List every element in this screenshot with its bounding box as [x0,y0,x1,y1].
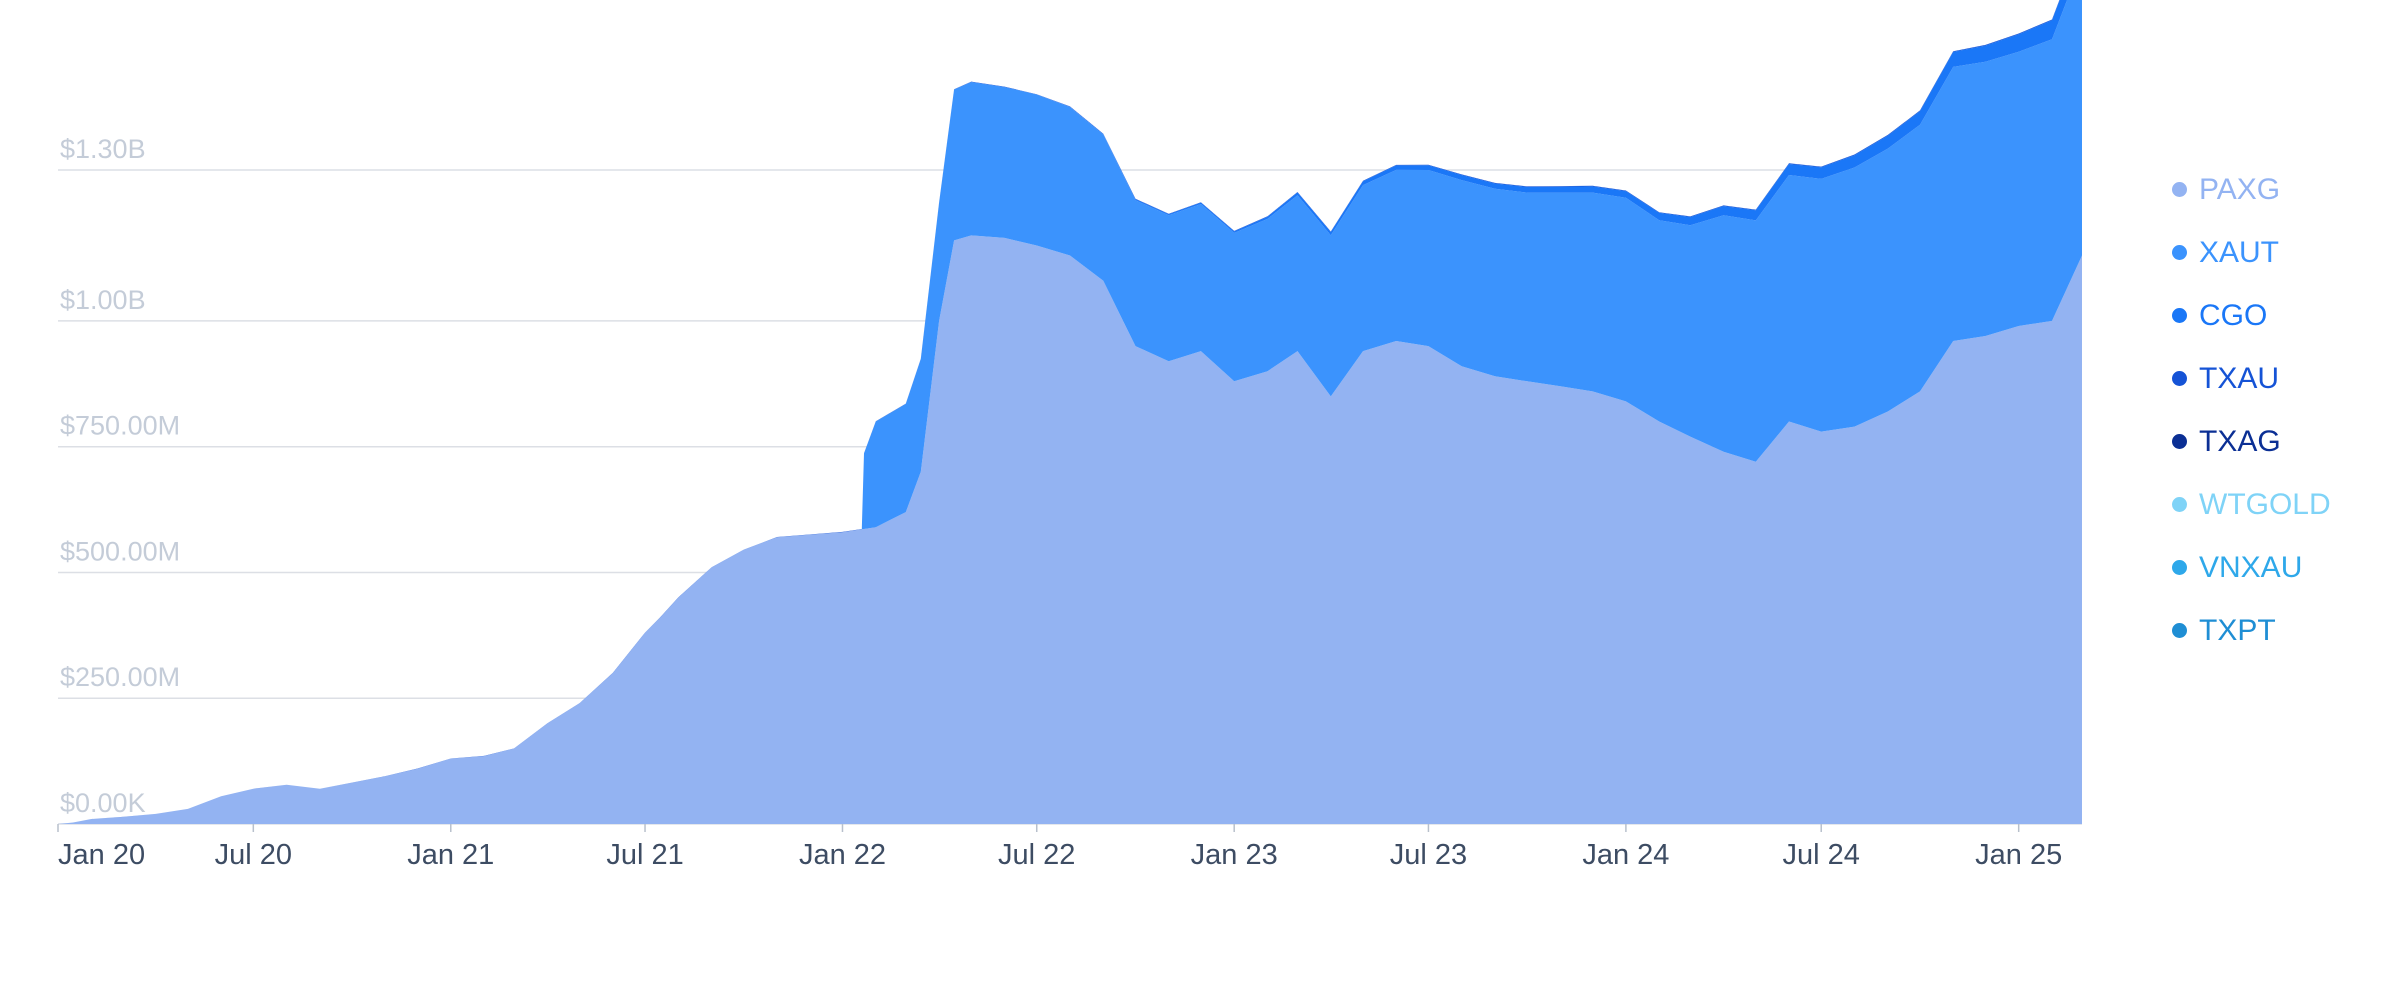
legend-item-wtgold[interactable]: WTGOLD [2172,473,2331,536]
legend-label: CGO [2199,298,2268,332]
x-tick-label: Jan 24 [1582,839,1669,871]
legend-dot [2172,308,2187,323]
legend-dot [2172,560,2187,575]
x-tick-label: Jul 24 [1783,839,1860,871]
y-tick-label: $1.30B [60,134,146,164]
legend-dot [2172,497,2187,512]
x-tick-label: Jan 23 [1191,839,1278,871]
legend-item-txag[interactable]: TXAG [2172,410,2331,473]
y-tick-label: $0.00K [60,788,146,818]
y-tick-label: $250.00M [60,662,180,692]
legend-item-txau[interactable]: TXAU [2172,347,2331,410]
legend-dot [2172,371,2187,386]
x-axis-ticks: Jan 20 Jul 20 Jan 21 Jul 21 Jan 22 Jul 22 Jan … [57,824,2062,871]
x-tick-label: Jul 21 [606,839,683,871]
y-tick-label: $1.00B [60,285,146,315]
legend-item-txpt[interactable]: TXPT [2172,599,2331,662]
legend-dot [2172,245,2187,260]
x-tick-label: Jul 20 [215,839,292,871]
legend: PAXG XAUT CGO TXAU TXAG WTGOLD VNXAU TXPT [2172,158,2331,662]
legend-label: VNXAU [2199,550,2303,584]
x-tick-label: Jan 21 [407,839,494,871]
legend-label: PAXG [2199,172,2281,206]
legend-dot [2172,182,2187,197]
legend-label: WTGOLD [2199,487,2331,521]
area-series [58,0,2082,824]
legend-item-xaut[interactable]: XAUT [2172,221,2331,284]
area-xaut [58,0,2082,824]
legend-item-paxg[interactable]: PAXG [2172,158,2331,221]
x-tick-label: Jan 22 [799,839,886,871]
area-paxg [58,235,2082,824]
legend-item-vnxau[interactable]: VNXAU [2172,536,2331,599]
x-tick-label: Jan 25 [1975,839,2062,871]
x-tick-label: Jul 22 [998,839,1075,871]
x-tick-label: Jul 23 [1390,839,1467,871]
legend-item-cgo[interactable]: CGO [2172,284,2331,347]
legend-label: TXPT [2199,613,2276,647]
x-tick-label: Jan 20 [58,839,145,871]
y-tick-label: $500.00M [60,536,180,566]
legend-label: TXAU [2199,361,2280,395]
legend-dot [2172,434,2187,449]
legend-label: XAUT [2199,235,2280,269]
legend-label: TXAG [2199,424,2281,458]
y-tick-label: $750.00M [60,411,180,441]
legend-dot [2172,623,2187,638]
y-axis-ticks: $0.00K $250.00M $500.00M $750.00M $1.00B $1.3… [60,134,180,818]
